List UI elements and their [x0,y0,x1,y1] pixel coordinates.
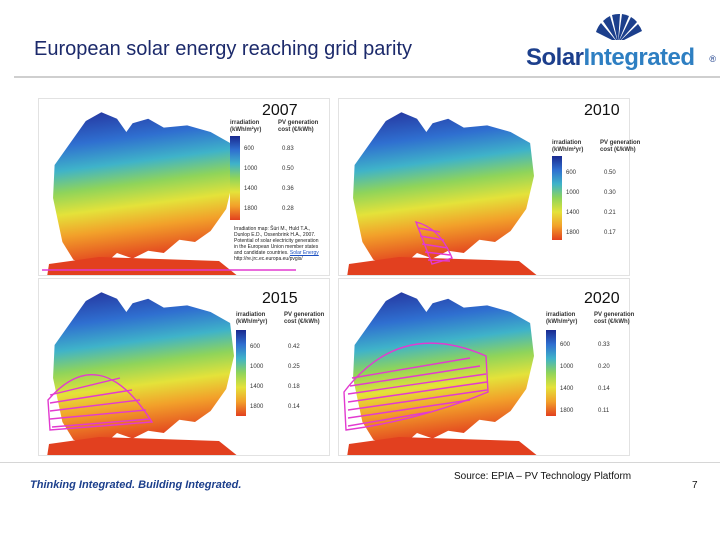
europe-irradiation-map [39,279,329,455]
color-scale-bar [546,330,556,416]
europe-irradiation-map [339,279,629,455]
land-mass [53,292,234,447]
footer-tagline: Thinking Integrated. Building Integrated… [30,479,242,491]
map-citation: Irradiation map: Šúri M., Huld T.A., Dun… [234,226,319,262]
logo-word-integrated: Integrated [583,44,696,71]
legend-row: 1800 0.28 [244,206,294,212]
legend-col-cost: PV generation cost (€/kWh) [278,120,319,133]
color-scale-bar [236,330,246,416]
parity-zone-2020 [343,342,489,431]
source-note: Source: EPIA – PV Technology Platform [454,471,632,482]
legend-2010: irradiation (kWh/m²yr) PV generation cost… [552,140,648,240]
north-africa-land [47,437,237,455]
citation-url[interactable]: http://re.jrc.ec.europa.eu/pvgis/ [234,256,303,262]
europe-irradiation-map [339,99,629,275]
citation-link[interactable]: Solar Energy [289,250,319,256]
sun-rays-icon [590,13,646,44]
legend-row: 1400 0.36 [244,186,294,192]
header-divider [14,76,720,78]
legend-2020: irradiation (kWh/m²yr) PV generation cost… [546,312,642,416]
legend-row: 1400 0.14 [560,386,610,392]
legend-row: 1000 0.25 [250,364,300,370]
registered-mark: ® [709,54,716,64]
legend-row: 1400 0.21 [566,210,616,216]
legend-2007: irradiation (kWh/m²yr) PV generation cost… [230,120,326,220]
solar-integrated-logo: SolarIntegrated ® [526,10,716,72]
footer-divider [0,462,720,463]
map-panel-2010 [338,98,630,276]
land-mass [353,292,534,447]
legend-row: 600 0.33 [560,342,610,348]
legend-row: 600 0.50 [566,170,616,176]
year-label-2015: 2015 [262,290,298,307]
legend-row: 1400 0.18 [250,384,300,390]
logo-word-solar: Solar [526,44,584,71]
color-scale-bar [552,156,562,240]
map-panel-2015 [38,278,330,456]
legend-row: 1000 0.30 [566,190,616,196]
legend-row: 1800 0.11 [560,408,610,414]
year-label-2020: 2020 [584,290,620,307]
map-panel-2020 [338,278,630,456]
parity-zone-2010 [414,220,453,265]
slide-title: European solar energy reaching grid pari… [34,38,412,60]
legend-row: 1800 0.14 [250,404,300,410]
legend-row: 1000 0.50 [244,166,294,172]
year-label-2007: 2007 [262,102,298,119]
legend-col-irradiation: irradiation (kWh/m²yr) [230,120,262,133]
color-scale-bar [230,136,240,220]
north-africa-land [347,257,537,275]
land-mass [53,112,234,267]
legend-2015: irradiation (kWh/m²yr) PV generation cost… [236,312,332,416]
page-number: 7 [692,480,698,491]
legend-row: 1000 0.20 [560,364,610,370]
parity-zone-2015 [47,374,154,431]
legend-row: 1800 0.17 [566,230,616,236]
legend-row: 600 0.83 [244,146,294,152]
north-africa-land [347,437,537,455]
year-label-2010: 2010 [584,102,620,119]
land-mass [353,112,534,267]
europe-irradiation-map [39,99,329,275]
legend-row: 600 0.42 [250,344,300,350]
map-panel-2007 [38,98,330,276]
